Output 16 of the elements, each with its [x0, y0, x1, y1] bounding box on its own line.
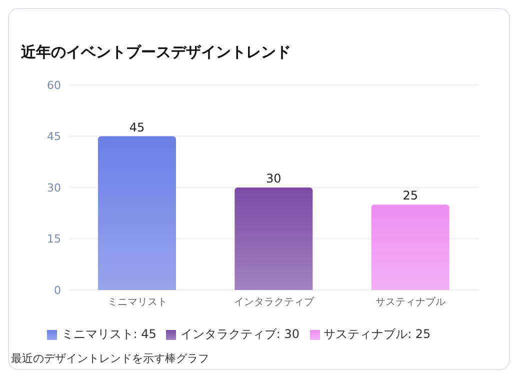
data-label: 45 — [129, 120, 145, 134]
data-label: 25 — [402, 188, 418, 203]
y-tick-label: 0 — [54, 284, 61, 297]
x-tick-label: ミニマリスト — [107, 297, 168, 308]
legend-label: サスティナブル: 25 — [324, 327, 431, 341]
chart-title: 近年のイベントブースデザイントレンド — [21, 43, 291, 62]
x-tick-label: サスティナブル — [376, 296, 446, 308]
y-tick-label: 45 — [47, 130, 61, 144]
legend-label: インタラクティブ: 30 — [180, 327, 300, 341]
y-tick-label: 15 — [47, 232, 61, 246]
data-label: 30 — [266, 172, 282, 186]
y-tick-label: 30 — [47, 181, 61, 194]
text: 最近のデザイントレンドを示す棒グラフ — [11, 351, 209, 366]
x-tick-label: インタラクティブ — [234, 296, 315, 308]
y-tick-label: 60 — [47, 78, 61, 92]
legend-label: ミニマリスト: 45 — [61, 327, 156, 341]
